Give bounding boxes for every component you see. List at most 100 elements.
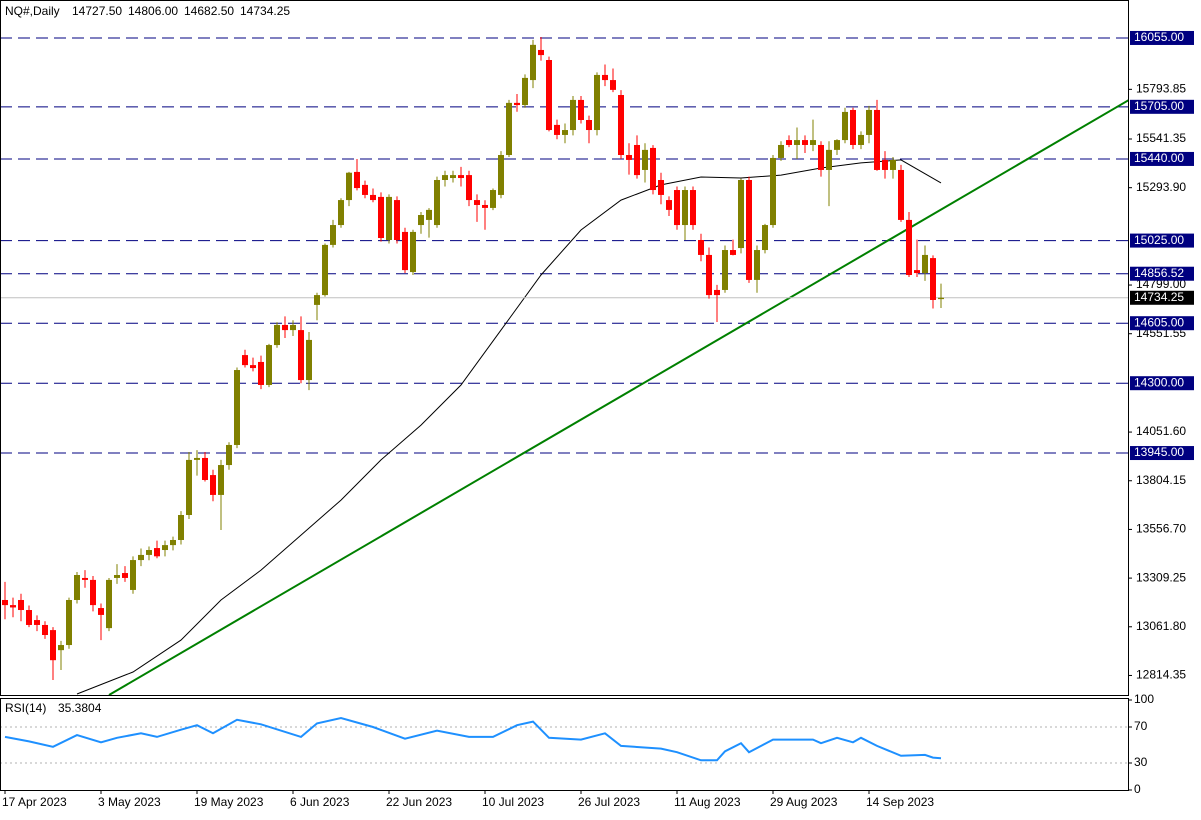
level-label: 15025.00 xyxy=(1134,233,1184,247)
candle-body xyxy=(794,140,800,145)
level-label-bg xyxy=(1130,446,1194,461)
candle-body xyxy=(882,159,888,170)
candle-body xyxy=(554,124,560,135)
candle-body xyxy=(746,179,752,280)
candle-body xyxy=(858,134,864,145)
candle-body xyxy=(10,605,16,608)
candle-body xyxy=(450,175,456,179)
y-tick-label: 15793.85 xyxy=(1136,82,1186,96)
candle-body xyxy=(338,200,344,226)
level-label: 14300.00 xyxy=(1134,375,1184,389)
x-tick-label: 6 Jun 2023 xyxy=(290,795,350,809)
x-tick-label: 29 Aug 2023 xyxy=(770,795,838,809)
rsi-value: 35.3804 xyxy=(58,701,102,715)
candle-body xyxy=(626,155,632,160)
candle-body xyxy=(58,645,64,651)
candle-body xyxy=(890,159,896,170)
candle-body xyxy=(618,95,624,156)
candle-body xyxy=(690,190,696,226)
rsi-name: RSI(14) xyxy=(5,701,46,715)
main-plot xyxy=(1,36,1128,695)
level-label-bg xyxy=(1130,376,1194,391)
candle-body xyxy=(250,365,256,369)
candle-body xyxy=(34,620,40,625)
rsi-line xyxy=(4,716,942,762)
level-label-bg xyxy=(1130,266,1194,281)
y-tick-label: 15293.90 xyxy=(1136,180,1186,194)
level-label: 15705.00 xyxy=(1134,99,1184,113)
candle-body xyxy=(202,457,208,480)
candle-body xyxy=(330,225,336,245)
candle-body xyxy=(642,149,648,170)
candle-body xyxy=(674,190,680,226)
candle-body xyxy=(602,74,608,81)
candle-body xyxy=(578,99,584,120)
candle-body xyxy=(666,200,672,210)
candle-body xyxy=(682,190,688,226)
candle-body xyxy=(514,102,520,106)
candle-body xyxy=(786,140,792,145)
candle-body xyxy=(162,545,168,551)
candle-body xyxy=(66,599,72,646)
y-tick-label: 13804.15 xyxy=(1136,473,1186,487)
rsi-tick-label: 0 xyxy=(1134,782,1141,796)
candle-body xyxy=(298,330,304,381)
current-price-bg xyxy=(1130,290,1194,305)
candle-body xyxy=(346,172,352,201)
x-tick-label: 3 May 2023 xyxy=(98,795,161,809)
candle-body xyxy=(506,102,512,156)
candle-body xyxy=(482,204,488,208)
x-tick-label: 14 Sep 2023 xyxy=(866,795,934,809)
rsi-tick-label: 70 xyxy=(1134,719,1148,733)
candle-body xyxy=(210,475,216,495)
rsi-tick-label: 30 xyxy=(1134,755,1148,769)
candle-body xyxy=(266,345,272,385)
candle-body xyxy=(562,130,568,135)
candle-body xyxy=(378,196,384,239)
level-label: 13945.00 xyxy=(1134,445,1184,459)
candle-body xyxy=(258,361,264,385)
candle-body xyxy=(178,515,184,540)
candle-body xyxy=(866,109,872,135)
y-tick-label: 13556.70 xyxy=(1136,522,1186,536)
level-label-bg xyxy=(1130,151,1194,166)
rsi-plot xyxy=(1,716,1128,764)
candle-body xyxy=(610,80,616,90)
candle-body xyxy=(898,169,904,220)
candle-body xyxy=(122,573,128,578)
level-label-bg xyxy=(1130,99,1194,114)
candle-body xyxy=(658,179,664,195)
candle-body xyxy=(426,209,432,220)
candle-body xyxy=(218,465,224,495)
candle-body xyxy=(754,250,760,280)
candle-body xyxy=(938,297,944,300)
candle-body xyxy=(530,44,536,81)
candle-body xyxy=(2,599,8,606)
candle-body xyxy=(490,190,496,208)
candle-body xyxy=(522,77,528,106)
candle-body xyxy=(130,560,136,590)
candle-body xyxy=(114,575,120,578)
y-tick-label: 13061.80 xyxy=(1136,619,1186,633)
candle-body xyxy=(722,250,728,290)
header-value: 14806.00 xyxy=(128,4,178,18)
y-tick-label: 13309.25 xyxy=(1136,570,1186,584)
candle-body xyxy=(50,630,56,661)
trendline xyxy=(108,99,1128,695)
candle-body xyxy=(194,457,200,460)
rsi-tick-label: 100 xyxy=(1134,692,1154,706)
candle-body xyxy=(306,339,312,381)
candle-body xyxy=(106,579,112,629)
x-tick-label: 22 Jun 2023 xyxy=(386,795,452,809)
candle-body xyxy=(842,111,848,141)
candle-body xyxy=(498,155,504,195)
level-label: 14856.52 xyxy=(1134,266,1184,280)
level-label: 15440.00 xyxy=(1134,151,1184,165)
level-label-bg xyxy=(1130,30,1194,45)
candle-body xyxy=(290,324,296,331)
candle-body xyxy=(914,270,920,274)
candle-body xyxy=(354,171,360,189)
level-label-bg xyxy=(1130,233,1194,248)
y-tick-label: 12814.35 xyxy=(1136,668,1186,682)
candle-body xyxy=(282,324,288,331)
